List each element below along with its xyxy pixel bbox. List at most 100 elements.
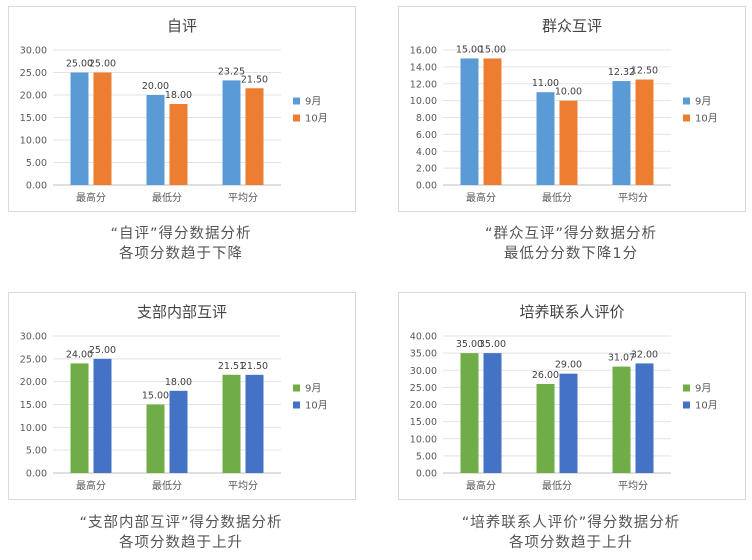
caption-note: 各项分数趋于下降 — [119, 246, 243, 262]
data-label: 25.00 — [89, 59, 116, 70]
data-label: 32.00 — [631, 349, 658, 360]
bar-sep — [70, 72, 89, 185]
bar-oct — [635, 79, 654, 185]
bar-oct — [245, 374, 264, 473]
y-tick-label: 25.00 — [410, 383, 437, 394]
y-tick-label: 15.00 — [410, 417, 437, 428]
chart-title: 支部内部互评 — [137, 303, 227, 321]
caption-note: 最低分分数下降1分 — [503, 246, 639, 262]
chart-branch-eval: 支部内部互评 0.00 5.00 10.00 15.00 20.00 25.00 30.00 最… — [20, 303, 328, 492]
legend-swatch — [683, 114, 690, 122]
caption-branch-eval: “支部内部互评”得分数据分析 各项分数趋于上升 — [8, 513, 354, 553]
data-label: 20.00 — [142, 81, 169, 92]
y-tick-label: 14.00 — [410, 62, 437, 73]
y-tick-label: 10.00 — [410, 96, 437, 107]
legend-label: 9月 — [305, 96, 321, 108]
chart-mass-eval: 群众互评 0.00 2.00 4.00 6.00 8.00 10.00 12.00 14.00 1… — [410, 17, 718, 204]
bar-sep — [460, 58, 479, 185]
y-tick-label: 40.00 — [410, 332, 437, 343]
x-tick-label: 平均分 — [228, 192, 258, 204]
legend-label: 9月 — [695, 96, 711, 108]
chart-self-eval: 自评 0.00 5.00 10.00 15.00 20.00 25.00 30.00 最高分 25… — [20, 17, 328, 204]
chart-panel-branch-eval: 支部内部互评 0.00 5.00 10.00 15.00 20.00 25.00 30.00 最… — [8, 292, 356, 500]
legend-swatch — [683, 401, 690, 409]
data-label: 31.07 — [608, 353, 635, 364]
caption-note: 各项分数趋于上升 — [509, 535, 633, 551]
y-tick-label: 25.00 — [20, 68, 47, 79]
legend-swatch — [683, 97, 690, 105]
y-tick-label: 15.00 — [20, 113, 47, 124]
data-label: 12.50 — [631, 66, 658, 77]
y-tick-label: 15.00 — [20, 400, 47, 411]
bar-sep — [146, 95, 165, 185]
y-tick-label: 30.00 — [20, 332, 47, 343]
data-label: 11.00 — [532, 78, 559, 89]
x-tick-label: 最低分 — [152, 479, 182, 492]
bar-oct — [93, 358, 112, 473]
bar-oct — [483, 353, 502, 473]
y-tick-label: 30.00 — [410, 366, 437, 377]
y-tick-label: 10.00 — [20, 423, 47, 434]
y-tick-label: 6.00 — [416, 130, 437, 141]
y-tick-label: 12.00 — [410, 79, 437, 90]
bar-sep — [70, 363, 89, 473]
caption-title: “自评”得分数据分析 — [110, 226, 252, 242]
x-tick-label: 平均分 — [618, 192, 648, 204]
bar-oct — [483, 58, 502, 185]
data-label: 10.00 — [555, 87, 582, 98]
data-label: 26.00 — [532, 370, 559, 381]
bar-sep — [612, 81, 631, 185]
y-tick-label: 20.00 — [20, 91, 47, 102]
bar-sep — [460, 353, 479, 473]
data-label: 15.00 — [479, 44, 506, 55]
bar-oct — [559, 100, 578, 185]
legend-label: 10月 — [305, 400, 328, 412]
bar-sep — [536, 383, 555, 473]
caption-self-eval: “自评”得分数据分析 各项分数趋于下降 — [8, 224, 354, 264]
legend-swatch — [683, 384, 690, 392]
caption-contact-eval: “培养联系人评价”得分数据分析 各项分数趋于上升 — [398, 513, 744, 553]
x-tick-label: 平均分 — [618, 480, 648, 492]
data-label: 35.00 — [456, 339, 483, 350]
bar-sep — [536, 92, 555, 185]
y-tick-label: 0.00 — [416, 469, 437, 480]
y-tick-label: 35.00 — [410, 349, 437, 360]
x-tick-label: 最低分 — [152, 191, 182, 204]
y-tick-label: 2.00 — [416, 164, 437, 175]
x-tick-label: 最高分 — [76, 191, 106, 204]
bar-oct — [635, 363, 654, 473]
legend-swatch — [293, 401, 300, 409]
bar-sep — [222, 374, 241, 473]
x-tick-label: 最低分 — [542, 479, 572, 492]
bar-sep — [146, 404, 165, 473]
y-tick-label: 5.00 — [416, 451, 437, 462]
chart-panel-contact-eval: 培养联系人评价 0.00 5.00 10.00 15.00 20.00 25.00 30.00… — [398, 292, 746, 500]
data-label: 12.32 — [608, 67, 635, 78]
y-tick-label: 0.00 — [416, 181, 437, 192]
data-label: 18.00 — [165, 377, 192, 388]
caption-title: “支部内部互评”得分数据分析 — [79, 515, 283, 531]
caption-title: “培养联系人评价”得分数据分析 — [461, 515, 681, 531]
y-tick-label: 4.00 — [416, 147, 437, 158]
bar-sep — [612, 366, 631, 473]
data-label: 35.00 — [479, 339, 506, 350]
y-tick-label: 8.00 — [416, 113, 437, 124]
caption-mass-eval: “群众互评”得分数据分析 最低分分数下降1分 — [398, 224, 744, 264]
chart-title: 培养联系人评价 — [519, 303, 624, 321]
bar-oct — [169, 390, 188, 473]
legend-swatch — [293, 384, 300, 392]
y-tick-label: 5.00 — [26, 158, 47, 169]
x-tick-label: 最低分 — [542, 191, 572, 204]
y-tick-label: 20.00 — [410, 400, 437, 411]
data-label: 21.51 — [218, 361, 245, 372]
data-label: 15.00 — [456, 44, 483, 55]
data-label: 21.50 — [241, 74, 268, 85]
y-tick-label: 20.00 — [20, 377, 47, 388]
y-tick-label: 0.00 — [26, 469, 47, 480]
bar-oct — [93, 72, 112, 185]
legend-swatch — [293, 97, 300, 105]
y-tick-label: 0.00 — [26, 181, 47, 192]
bar-oct — [559, 373, 578, 473]
data-label: 15.00 — [142, 391, 169, 402]
y-tick-label: 30.00 — [20, 46, 47, 57]
